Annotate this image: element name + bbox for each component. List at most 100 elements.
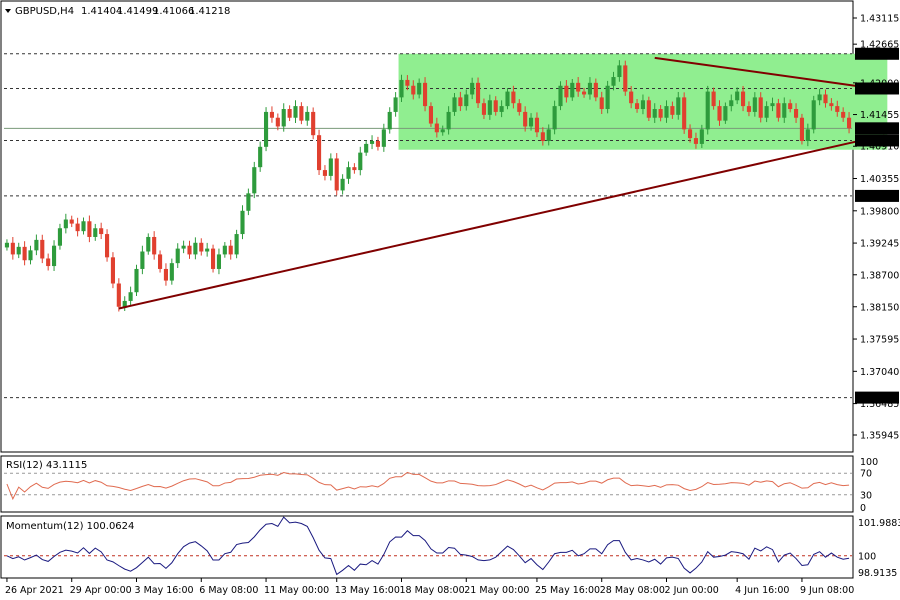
candle bbox=[670, 101, 675, 119]
candle bbox=[281, 103, 286, 132]
candle bbox=[417, 78, 422, 99]
candle-body bbox=[346, 167, 351, 179]
candle-body bbox=[452, 97, 457, 112]
candle bbox=[305, 106, 310, 126]
candle-body bbox=[22, 246, 27, 261]
candle bbox=[346, 161, 351, 184]
candle-body bbox=[658, 109, 663, 118]
candle-body bbox=[405, 79, 410, 86]
time-tick-label: 25 May 16:00 bbox=[535, 585, 600, 596]
candle-body bbox=[558, 85, 563, 107]
candle-body bbox=[75, 223, 80, 232]
candle-body bbox=[387, 111, 392, 130]
candle-body bbox=[417, 82, 422, 95]
candle-body bbox=[4, 242, 10, 248]
candle-body bbox=[352, 167, 357, 171]
candle bbox=[175, 243, 180, 269]
momentum-tick-label: 100 bbox=[858, 551, 876, 562]
current-price-label-text: 1.41218 bbox=[858, 124, 897, 135]
candle-body bbox=[823, 94, 828, 104]
candle-body bbox=[687, 129, 693, 139]
candle bbox=[269, 106, 275, 123]
candle bbox=[75, 217, 80, 237]
price-tick-label: 1.39800 bbox=[860, 206, 899, 217]
candle bbox=[782, 97, 787, 123]
time-tick-label: 2 Jun 00:00 bbox=[665, 585, 719, 596]
candle-body bbox=[693, 138, 699, 144]
candle-body bbox=[128, 292, 133, 301]
candle bbox=[122, 296, 127, 312]
level-label-box bbox=[855, 47, 899, 60]
candle bbox=[16, 242, 21, 259]
candle-body bbox=[305, 111, 310, 121]
candle bbox=[57, 223, 63, 250]
candle bbox=[116, 278, 121, 312]
candle-body bbox=[140, 251, 145, 269]
candle bbox=[458, 91, 463, 112]
candle bbox=[740, 85, 746, 112]
candle-body bbox=[841, 111, 846, 118]
price-tick-label: 1.37040 bbox=[860, 367, 899, 378]
trendline bbox=[118, 134, 885, 310]
candle bbox=[152, 231, 157, 260]
candle-body bbox=[316, 135, 322, 171]
candle-body bbox=[422, 82, 428, 107]
candle-body bbox=[252, 167, 257, 194]
candle-body bbox=[157, 254, 163, 269]
candle-body bbox=[617, 65, 622, 78]
candle-body bbox=[210, 248, 216, 269]
candle-body bbox=[587, 82, 593, 95]
dropdown-triangle-icon[interactable] bbox=[5, 9, 11, 13]
price-tick-label: 1.43115 bbox=[860, 13, 899, 24]
candle-body bbox=[104, 234, 110, 258]
candle bbox=[664, 100, 669, 123]
candle bbox=[369, 135, 375, 150]
candle bbox=[246, 188, 251, 216]
candle bbox=[10, 236, 15, 260]
candle bbox=[169, 258, 174, 285]
momentum-line bbox=[6, 516, 850, 576]
candle bbox=[387, 107, 392, 134]
candle-body bbox=[299, 106, 304, 121]
high-value: 1.41499 bbox=[117, 6, 158, 17]
candle bbox=[646, 96, 651, 121]
candle bbox=[81, 217, 86, 235]
level-label-box bbox=[855, 391, 899, 404]
candle bbox=[181, 240, 186, 254]
candle-body bbox=[163, 268, 169, 281]
candle-body bbox=[399, 79, 404, 98]
candle-body bbox=[34, 239, 39, 251]
candle bbox=[240, 205, 245, 240]
candle bbox=[63, 213, 68, 234]
candle bbox=[528, 113, 534, 131]
candle bbox=[811, 95, 816, 134]
level-label-text: 1.36588 bbox=[858, 393, 897, 404]
candle bbox=[746, 101, 752, 117]
candle bbox=[481, 98, 487, 120]
time-tick-label: 28 May 08:00 bbox=[600, 585, 665, 596]
candle-body bbox=[470, 82, 475, 95]
candle-body bbox=[611, 77, 616, 86]
candle-body bbox=[717, 106, 722, 121]
candle bbox=[517, 99, 522, 116]
candle-body bbox=[752, 97, 757, 112]
candle-body bbox=[829, 103, 834, 107]
candle bbox=[829, 98, 834, 111]
candle-body bbox=[623, 65, 628, 92]
candle-body bbox=[146, 236, 151, 252]
candle-body bbox=[258, 146, 263, 168]
candle bbox=[835, 100, 840, 117]
candle-body bbox=[181, 245, 186, 249]
candle-body bbox=[263, 111, 269, 147]
candle-body bbox=[552, 106, 557, 130]
candle-body bbox=[10, 242, 15, 255]
candle bbox=[381, 123, 386, 152]
candle bbox=[210, 244, 216, 273]
price-tick-label: 1.40355 bbox=[860, 174, 899, 185]
candle bbox=[40, 234, 45, 264]
candle-body bbox=[381, 129, 386, 147]
candle-body bbox=[481, 103, 487, 115]
candle-body bbox=[369, 141, 375, 144]
candle bbox=[617, 60, 622, 82]
